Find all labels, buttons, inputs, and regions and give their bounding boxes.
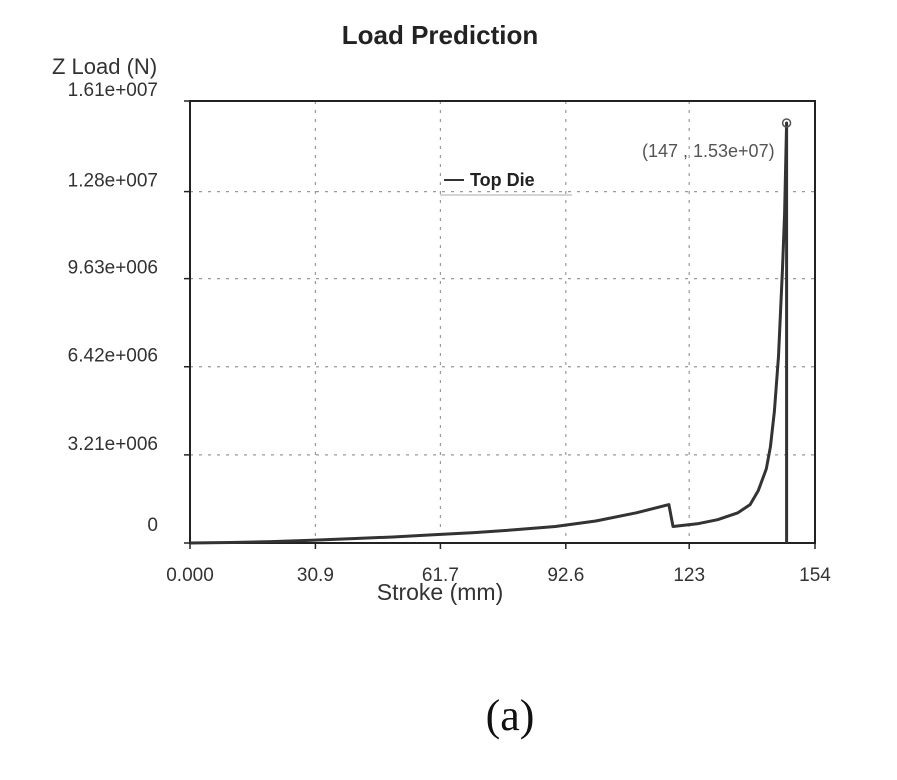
x-tick-label: 0.000 [166, 565, 214, 586]
x-tick-label: 123 [673, 565, 705, 586]
y-tick-label: 9.63e+006 [68, 258, 158, 279]
x-tick-label: 61.7 [422, 565, 459, 586]
plot-frame [189, 100, 816, 544]
data-point-annotation: (147 , 1.53e+07) [642, 141, 775, 161]
figure-caption: (a) [486, 691, 535, 740]
x-tick-label: 30.9 [297, 565, 334, 586]
x-axis-label: Stroke (mm) [377, 579, 504, 605]
y-axis-label: Z Load (N) [52, 54, 157, 79]
y-axis-ticks: 0 3.21e+006 6.42e+006 9.63e+006 1.28e+007 1.6… [68, 80, 190, 544]
y-tick-label: 1.28e+007 [68, 171, 158, 192]
chart-title: Load Prediction [342, 20, 538, 50]
series-end-marker [781, 118, 792, 128]
series-line-top-die [189, 121, 789, 545]
x-tick-label: 154 [799, 565, 831, 586]
y-tick-label: 3.21e+006 [68, 434, 158, 455]
legend-label-top-die: Top Die [470, 170, 535, 190]
x-tick-label: 92.6 [547, 565, 584, 586]
x-axis-ticks: 0.000 30.9 61.7 92.6 123 154 [166, 543, 831, 586]
legend: Top Die [440, 170, 572, 196]
y-tick-label: 6.42e+006 [68, 346, 158, 367]
grid-lines [190, 101, 815, 543]
y-tick-label: 0 [147, 515, 158, 536]
y-tick-label: 1.61e+007 [68, 80, 158, 101]
